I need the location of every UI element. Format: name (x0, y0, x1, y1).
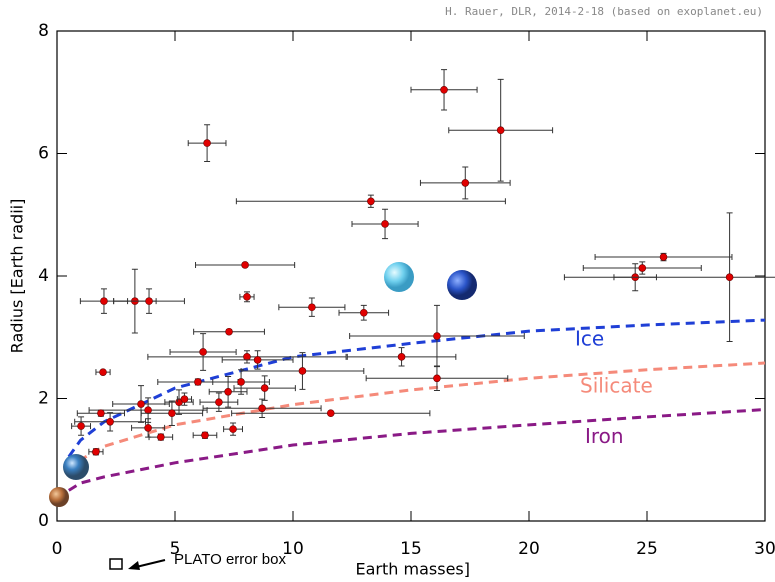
earth-image (63, 454, 89, 480)
y-axis-label: Radius [Earth radii] (8, 199, 27, 354)
point (260, 384, 269, 392)
point (440, 86, 448, 94)
x-axis-label: Earth masses] (356, 560, 470, 579)
point (241, 261, 249, 269)
point (97, 409, 105, 418)
point (201, 431, 209, 440)
mars-image (49, 487, 69, 507)
x-tick-label: 15 (400, 539, 422, 559)
curve-label: Silicate (580, 373, 653, 397)
point (237, 378, 245, 386)
planets (49, 262, 477, 507)
point (168, 409, 176, 418)
curve-label: Iron (585, 424, 624, 448)
x-tick-label: 10 (282, 539, 304, 559)
point (659, 253, 668, 261)
x-error-bar (563, 274, 775, 281)
point (326, 409, 335, 418)
point (308, 303, 316, 312)
point (106, 417, 114, 426)
point (433, 374, 441, 383)
x-tick-label: 0 (52, 539, 63, 559)
point (99, 368, 107, 376)
y-tick-label: 4 (38, 266, 49, 286)
point (203, 139, 211, 147)
uranus-image (384, 262, 414, 292)
point (397, 353, 406, 361)
point (433, 332, 441, 340)
point (77, 422, 85, 430)
point (180, 395, 189, 403)
point (243, 293, 251, 301)
point (144, 424, 152, 432)
point (359, 308, 368, 317)
y-tick-label: 6 (38, 144, 49, 164)
point (100, 297, 108, 305)
arrow-head (128, 561, 140, 570)
point (381, 220, 389, 228)
annotation: PLATO error box (174, 551, 286, 568)
point (145, 297, 153, 305)
y-tick-label: 0 (38, 511, 49, 531)
point (298, 367, 307, 375)
point (225, 327, 233, 336)
point (157, 433, 165, 441)
point (638, 264, 647, 272)
model-curve (67, 361, 766, 474)
point (258, 404, 266, 413)
point (496, 126, 505, 135)
y-tick-label: 2 (38, 389, 49, 409)
plato-box (109, 558, 123, 570)
credit: H. Rauer, DLR, 2014-2-18 (based on exopl… (445, 5, 763, 18)
neptune-image (447, 270, 477, 300)
point (215, 398, 223, 406)
x-tick-label: 25 (636, 539, 658, 559)
point (243, 353, 251, 361)
y-tick-label: 8 (38, 21, 49, 41)
x-tick-label: 20 (518, 539, 540, 559)
x-tick-label: 5 (170, 539, 181, 559)
point (224, 387, 232, 396)
point (199, 348, 207, 356)
point (367, 197, 375, 206)
point (253, 356, 262, 364)
model-curve (67, 318, 766, 458)
point (194, 378, 202, 386)
point (461, 179, 470, 187)
curve-label: Ice (575, 327, 604, 351)
point (144, 406, 152, 414)
point (725, 273, 734, 282)
x-tick-label: 30 (754, 539, 775, 559)
model-curve (68, 408, 766, 492)
point (92, 447, 100, 456)
point (229, 425, 237, 433)
point (137, 400, 145, 408)
